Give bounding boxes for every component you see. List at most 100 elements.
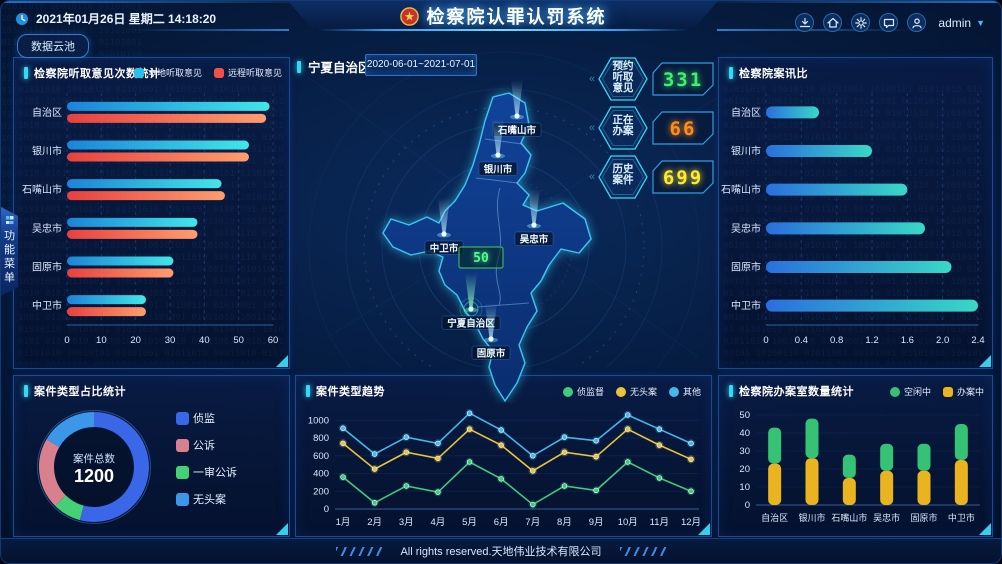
footer: All rights reserved.天地伟业技术有限公司	[1, 538, 1001, 563]
stat-badge-0: « 预约听取意见 331	[589, 55, 714, 103]
legend-swatch	[133, 67, 144, 78]
svg-text:40: 40	[199, 335, 210, 346]
legend-item[interactable]: 本地听取意见	[133, 66, 202, 79]
toolbar: admin ▼	[795, 13, 985, 32]
legend-swatch	[562, 386, 573, 397]
svg-text:0: 0	[763, 335, 768, 346]
svg-text:5月: 5月	[462, 517, 477, 528]
panel-case-ratio: 检察院案讯比 01011010 10010110 01101001 101001…	[718, 57, 993, 369]
stat-badge-1: « 正在办案 66	[589, 104, 714, 152]
app-title: 检察院认罪认罚系统	[426, 7, 607, 27]
side-tab-label: 功能菜单	[4, 230, 15, 284]
svg-text:400: 400	[313, 469, 329, 480]
legend-label: 侦监	[193, 413, 215, 425]
svg-text:1000: 1000	[308, 415, 329, 426]
svg-text:30: 30	[739, 446, 750, 457]
stat-badge-2: « 历史案件 699	[589, 153, 714, 201]
svg-text:吴忠市: 吴忠市	[731, 222, 761, 235]
chevron-left-icon: «	[589, 73, 596, 85]
panel-title-row: 检察院办案室数量统计	[719, 376, 992, 401]
legend-item[interactable]: 侦监	[176, 410, 215, 426]
svg-text:石嘴山市: 石嘴山市	[721, 183, 761, 196]
svg-text:历史案件: 历史案件	[612, 162, 634, 186]
trend-line-chart[interactable]: 0 200 400 600 800 1000 1月 2月 3月 4月 5月 6月 7月 8月 9月 10月 11…	[299, 401, 708, 533]
stat-value-plate: 66	[652, 111, 714, 145]
panel-listen-stats: 检察院听取意见次数统计 本地听取意见 远程听取意见 01011010 100101…	[13, 57, 290, 369]
footer-text: All rights reserved.天地伟业技术有限公司	[400, 546, 602, 558]
svg-text:自治区: 自治区	[731, 106, 761, 119]
legend-item[interactable]: 无头案	[615, 385, 657, 398]
svg-text:2月: 2月	[367, 517, 382, 528]
svg-text:11月: 11月	[650, 517, 669, 528]
user-icon[interactable]	[907, 13, 927, 32]
toolbar-icon-group	[795, 13, 927, 32]
svg-text:699: 699	[663, 167, 703, 189]
rooms-stacked-chart[interactable]: 0 10 20 30 40 50 自治区 银川市 石嘴山市 吴忠市 固原市 中卫市	[722, 401, 989, 533]
legend-swatch	[176, 492, 189, 506]
svg-text:600: 600	[313, 451, 329, 462]
clock-icon	[16, 12, 28, 25]
svg-text:0.8: 0.8	[830, 335, 843, 346]
legend-label: 无头案	[193, 494, 226, 506]
svg-text:9月: 9月	[589, 517, 604, 528]
svg-text:50: 50	[739, 410, 750, 421]
legend-item[interactable]: 侦监督	[562, 385, 604, 398]
svg-text:固原市: 固原市	[731, 261, 761, 274]
legend-label: 侦监督	[576, 387, 604, 397]
legend-item[interactable]: 空闲中	[889, 385, 931, 398]
panel-title-row: 案件类型占比统计	[14, 376, 289, 401]
svg-text:2.4: 2.4	[971, 335, 984, 346]
stat-badges: « 预约听取意见 331 « 正在办案 66 « 历史案件 699	[589, 55, 714, 202]
footer-slash-decor	[619, 546, 666, 556]
svg-text:0: 0	[745, 500, 750, 511]
legend-item[interactable]: 其他	[668, 385, 701, 398]
home-icon[interactable]	[823, 13, 843, 32]
chevron-left-icon: «	[589, 122, 596, 134]
legend-item[interactable]: 一审公诉	[176, 464, 237, 480]
legend-swatch	[668, 386, 679, 397]
svg-text:1200: 1200	[74, 466, 114, 486]
hexagon-label: 历史案件	[598, 155, 648, 199]
message-icon[interactable]	[879, 13, 899, 32]
legend-swatch	[213, 67, 224, 78]
svg-text:自治区: 自治区	[761, 512, 788, 523]
chart-legend: 侦监公诉一审公诉无头案	[176, 410, 237, 507]
legend-item[interactable]: 远程听取意见	[213, 66, 282, 79]
legend-item[interactable]: 无头案	[176, 491, 226, 507]
datetime-text: 2021年01月26日 星期二 14:18:20	[36, 12, 217, 26]
export-icon[interactable]	[795, 13, 815, 32]
legend-label: 空闲中	[903, 387, 931, 397]
svg-text:石嘴山市: 石嘴山市	[831, 512, 867, 523]
settings-icon[interactable]	[851, 13, 871, 32]
data-cloud-button[interactable]: 数据云池	[17, 34, 89, 58]
legend-swatch	[942, 386, 953, 397]
legend-item[interactable]: 办案中	[942, 385, 984, 398]
svg-text:40: 40	[739, 428, 750, 439]
svg-text:30: 30	[165, 335, 176, 346]
header-line-left	[131, 29, 289, 31]
svg-text:20: 20	[130, 335, 141, 346]
svg-text:800: 800	[313, 433, 329, 444]
date-range-picker[interactable]: 2020-06-01~2021-07-01	[365, 54, 477, 76]
grid-icon	[6, 216, 14, 224]
legend-item[interactable]: 公诉	[176, 437, 215, 453]
svg-text:1月: 1月	[336, 517, 351, 528]
legend-label: 远程听取意见	[227, 68, 282, 78]
svg-text:12月: 12月	[681, 517, 701, 528]
side-menu-tab[interactable]: 功能菜单	[1, 207, 18, 296]
svg-text:10: 10	[96, 335, 107, 346]
svg-text:自治区: 自治区	[32, 106, 62, 119]
region-title: 宁夏自治区	[297, 57, 371, 76]
svg-text:66: 66	[670, 118, 697, 140]
national-emblem-icon	[400, 7, 419, 26]
svg-text:中卫市: 中卫市	[948, 512, 975, 523]
svg-text:石嘴山市: 石嘴山市	[22, 183, 62, 196]
region-title-text: 宁夏自治区	[308, 61, 371, 75]
svg-text:中卫市: 中卫市	[731, 299, 761, 312]
user-menu[interactable]: admin ▼	[938, 16, 985, 30]
legend-swatch	[889, 386, 900, 397]
